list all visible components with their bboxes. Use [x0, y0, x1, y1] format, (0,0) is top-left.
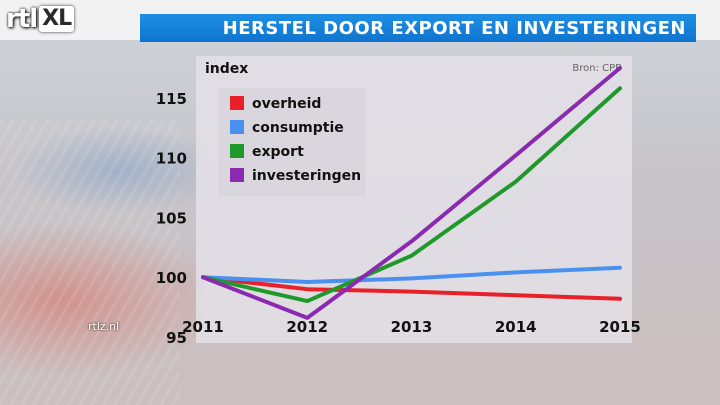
series-line-export	[201, 86, 622, 304]
legend-label-investeringen: investeringen	[252, 168, 361, 184]
y-tick-label: 100	[156, 269, 187, 287]
legend-label-export: export	[252, 144, 304, 160]
y-tick-label: 95	[166, 329, 187, 347]
legend-label-consumptie: consumptie	[252, 120, 344, 136]
x-tick-label: 2015	[599, 318, 641, 336]
series-line-consumptie	[201, 265, 622, 284]
legend-swatch-investeringen	[230, 168, 244, 182]
y-tick-label: 115	[156, 90, 187, 108]
legend-swatch-export	[230, 144, 244, 158]
legend-label-overheid: overheid	[252, 96, 321, 112]
x-tick-label: 2013	[391, 318, 433, 336]
y-tick-label: 110	[156, 150, 187, 168]
series-line-overheid	[201, 275, 622, 301]
x-tick-label: 2011	[182, 318, 224, 336]
chart-title-bar: HERSTEL DOOR EXPORT EN INVESTERINGEN	[140, 14, 696, 42]
rtlz-logo: rtl XL	[6, 4, 124, 34]
chart-title: HERSTEL DOOR EXPORT EN INVESTERINGEN	[222, 17, 686, 39]
y-axis-label: index	[205, 61, 248, 77]
logo-text: rtl	[6, 4, 38, 34]
source-note: Bron: CPB	[572, 63, 622, 74]
y-tick-label: 105	[156, 209, 187, 227]
x-tick-label: 2012	[286, 318, 328, 336]
banknote-texture	[0, 120, 180, 405]
x-tick-label: 2014	[495, 318, 537, 336]
legend-swatch-overheid	[230, 96, 244, 110]
watermark: rtlz.nl	[88, 320, 120, 333]
logo-badge: XL	[39, 6, 75, 32]
legend-swatch-consumptie	[230, 120, 244, 134]
series-line-investeringen	[201, 66, 622, 320]
